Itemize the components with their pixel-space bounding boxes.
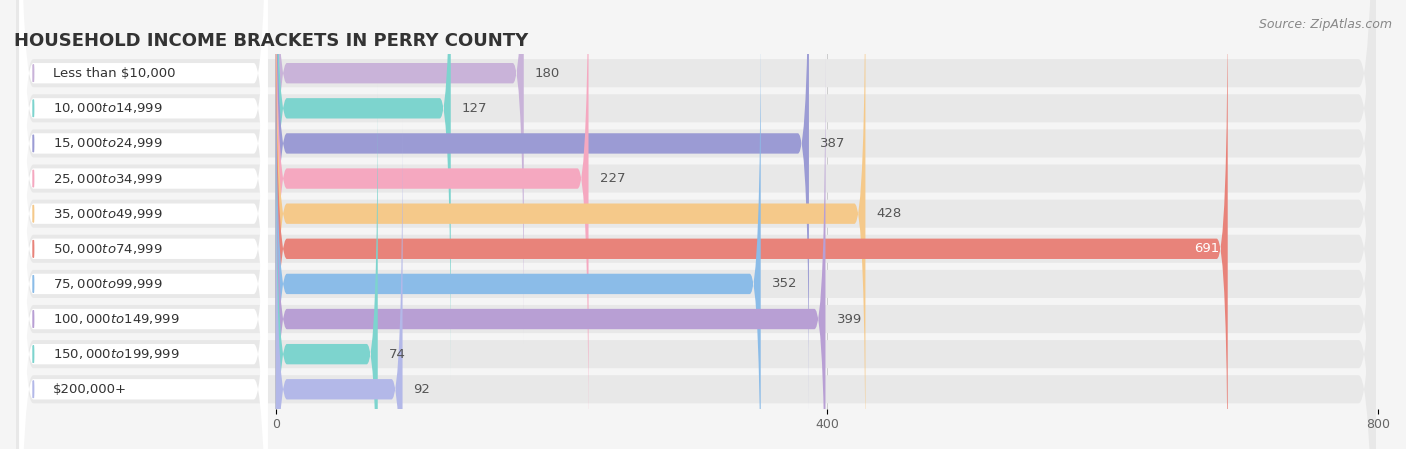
Text: 227: 227 (599, 172, 626, 185)
Text: 74: 74 (389, 348, 406, 361)
Text: 127: 127 (461, 102, 488, 115)
FancyBboxPatch shape (17, 0, 1375, 449)
Text: 691: 691 (1194, 242, 1219, 255)
Text: 399: 399 (837, 313, 862, 326)
Text: $35,000 to $49,999: $35,000 to $49,999 (52, 207, 162, 220)
FancyBboxPatch shape (20, 48, 267, 449)
FancyBboxPatch shape (17, 0, 1375, 449)
Text: $75,000 to $99,999: $75,000 to $99,999 (52, 277, 162, 291)
Text: 428: 428 (876, 207, 901, 220)
FancyBboxPatch shape (20, 0, 267, 449)
FancyBboxPatch shape (20, 0, 267, 449)
Text: 352: 352 (772, 277, 797, 291)
FancyBboxPatch shape (17, 0, 1375, 449)
FancyBboxPatch shape (276, 0, 808, 414)
FancyBboxPatch shape (17, 0, 1375, 449)
FancyBboxPatch shape (276, 119, 402, 449)
FancyBboxPatch shape (20, 0, 267, 449)
FancyBboxPatch shape (20, 0, 267, 449)
Text: $10,000 to $14,999: $10,000 to $14,999 (52, 101, 162, 115)
Text: Less than $10,000: Less than $10,000 (52, 67, 176, 79)
FancyBboxPatch shape (276, 0, 1227, 449)
FancyBboxPatch shape (276, 0, 524, 344)
Text: $200,000+: $200,000+ (52, 383, 127, 396)
Text: HOUSEHOLD INCOME BRACKETS IN PERRY COUNTY: HOUSEHOLD INCOME BRACKETS IN PERRY COUNT… (14, 32, 529, 50)
Text: $100,000 to $149,999: $100,000 to $149,999 (52, 312, 179, 326)
FancyBboxPatch shape (276, 13, 761, 449)
FancyBboxPatch shape (20, 0, 267, 449)
FancyBboxPatch shape (276, 84, 378, 449)
FancyBboxPatch shape (276, 48, 825, 449)
FancyBboxPatch shape (17, 0, 1375, 449)
Text: $150,000 to $199,999: $150,000 to $199,999 (52, 347, 179, 361)
FancyBboxPatch shape (276, 0, 451, 379)
Text: 387: 387 (820, 137, 845, 150)
FancyBboxPatch shape (17, 0, 1375, 449)
FancyBboxPatch shape (20, 13, 267, 449)
FancyBboxPatch shape (276, 0, 589, 449)
FancyBboxPatch shape (20, 0, 267, 449)
Text: 92: 92 (413, 383, 430, 396)
FancyBboxPatch shape (17, 0, 1375, 449)
Text: $15,000 to $24,999: $15,000 to $24,999 (52, 136, 162, 150)
FancyBboxPatch shape (17, 0, 1375, 449)
FancyBboxPatch shape (17, 0, 1375, 449)
Text: Source: ZipAtlas.com: Source: ZipAtlas.com (1258, 18, 1392, 31)
FancyBboxPatch shape (276, 0, 866, 449)
FancyBboxPatch shape (20, 0, 267, 449)
FancyBboxPatch shape (17, 0, 1375, 449)
Text: $25,000 to $34,999: $25,000 to $34,999 (52, 172, 162, 185)
Text: $50,000 to $74,999: $50,000 to $74,999 (52, 242, 162, 256)
FancyBboxPatch shape (20, 0, 267, 414)
Text: 180: 180 (534, 67, 560, 79)
